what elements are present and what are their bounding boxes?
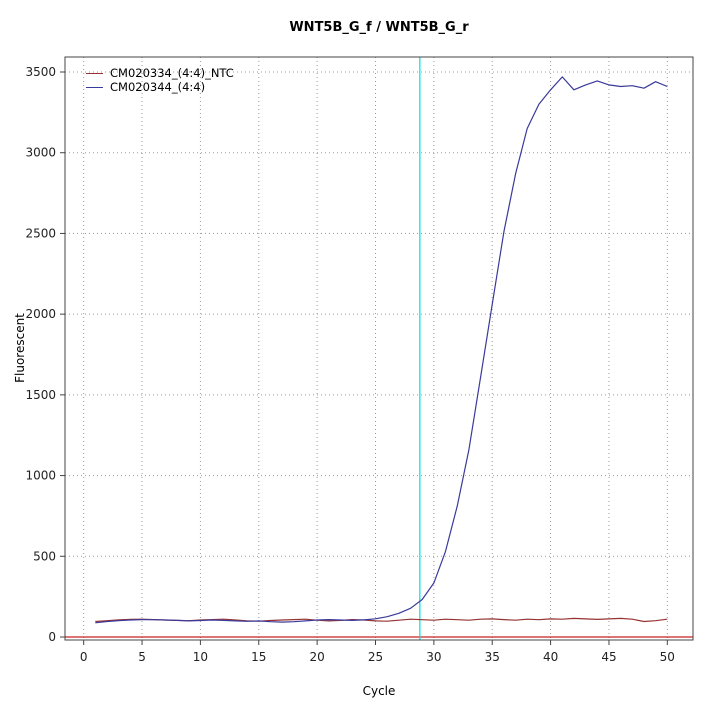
x-tick-label: 20 [309, 650, 324, 664]
y-tick-label: 500 [33, 549, 56, 563]
chart-title: WNT5B_G_f / WNT5B_G_r [289, 20, 469, 35]
x-tick-label: 40 [543, 650, 558, 664]
y-tick-label: 1500 [25, 388, 56, 402]
x-tick-label: 30 [426, 650, 441, 664]
plot-border [64, 56, 694, 641]
legend-item: CM020344_(4:4) [86, 80, 234, 94]
legend-line-sample [86, 72, 103, 74]
x-axis-title: Cycle [362, 684, 396, 698]
x-tick-label: 15 [251, 650, 266, 664]
legend-label: CM020334_(4:4)_NTC [110, 66, 234, 80]
y-tick-label: 2000 [25, 307, 56, 321]
x-tick-label: 45 [601, 650, 616, 664]
legend-line-sample [86, 86, 103, 88]
y-tick-label: 2500 [25, 226, 56, 240]
y-tick-label: 3500 [25, 65, 56, 79]
legend-label: CM020344_(4:4) [110, 80, 206, 94]
y-tick-label: 3000 [25, 146, 56, 160]
legend-item: CM020334_(4:4)_NTC [86, 66, 234, 80]
series-line-1 [95, 76, 668, 624]
x-tick-label: 25 [368, 650, 383, 664]
x-tick-label: 10 [193, 650, 208, 664]
x-tick-label: 50 [660, 650, 675, 664]
x-tick-label: 0 [80, 650, 88, 664]
y-tick-label: 1000 [25, 469, 56, 483]
x-tick-label: 35 [485, 650, 500, 664]
x-tick-label: 5 [138, 650, 146, 664]
legend: CM020334_(4:4)_NTC CM020344_(4:4) [86, 66, 234, 94]
y-tick-label: 0 [48, 630, 56, 644]
